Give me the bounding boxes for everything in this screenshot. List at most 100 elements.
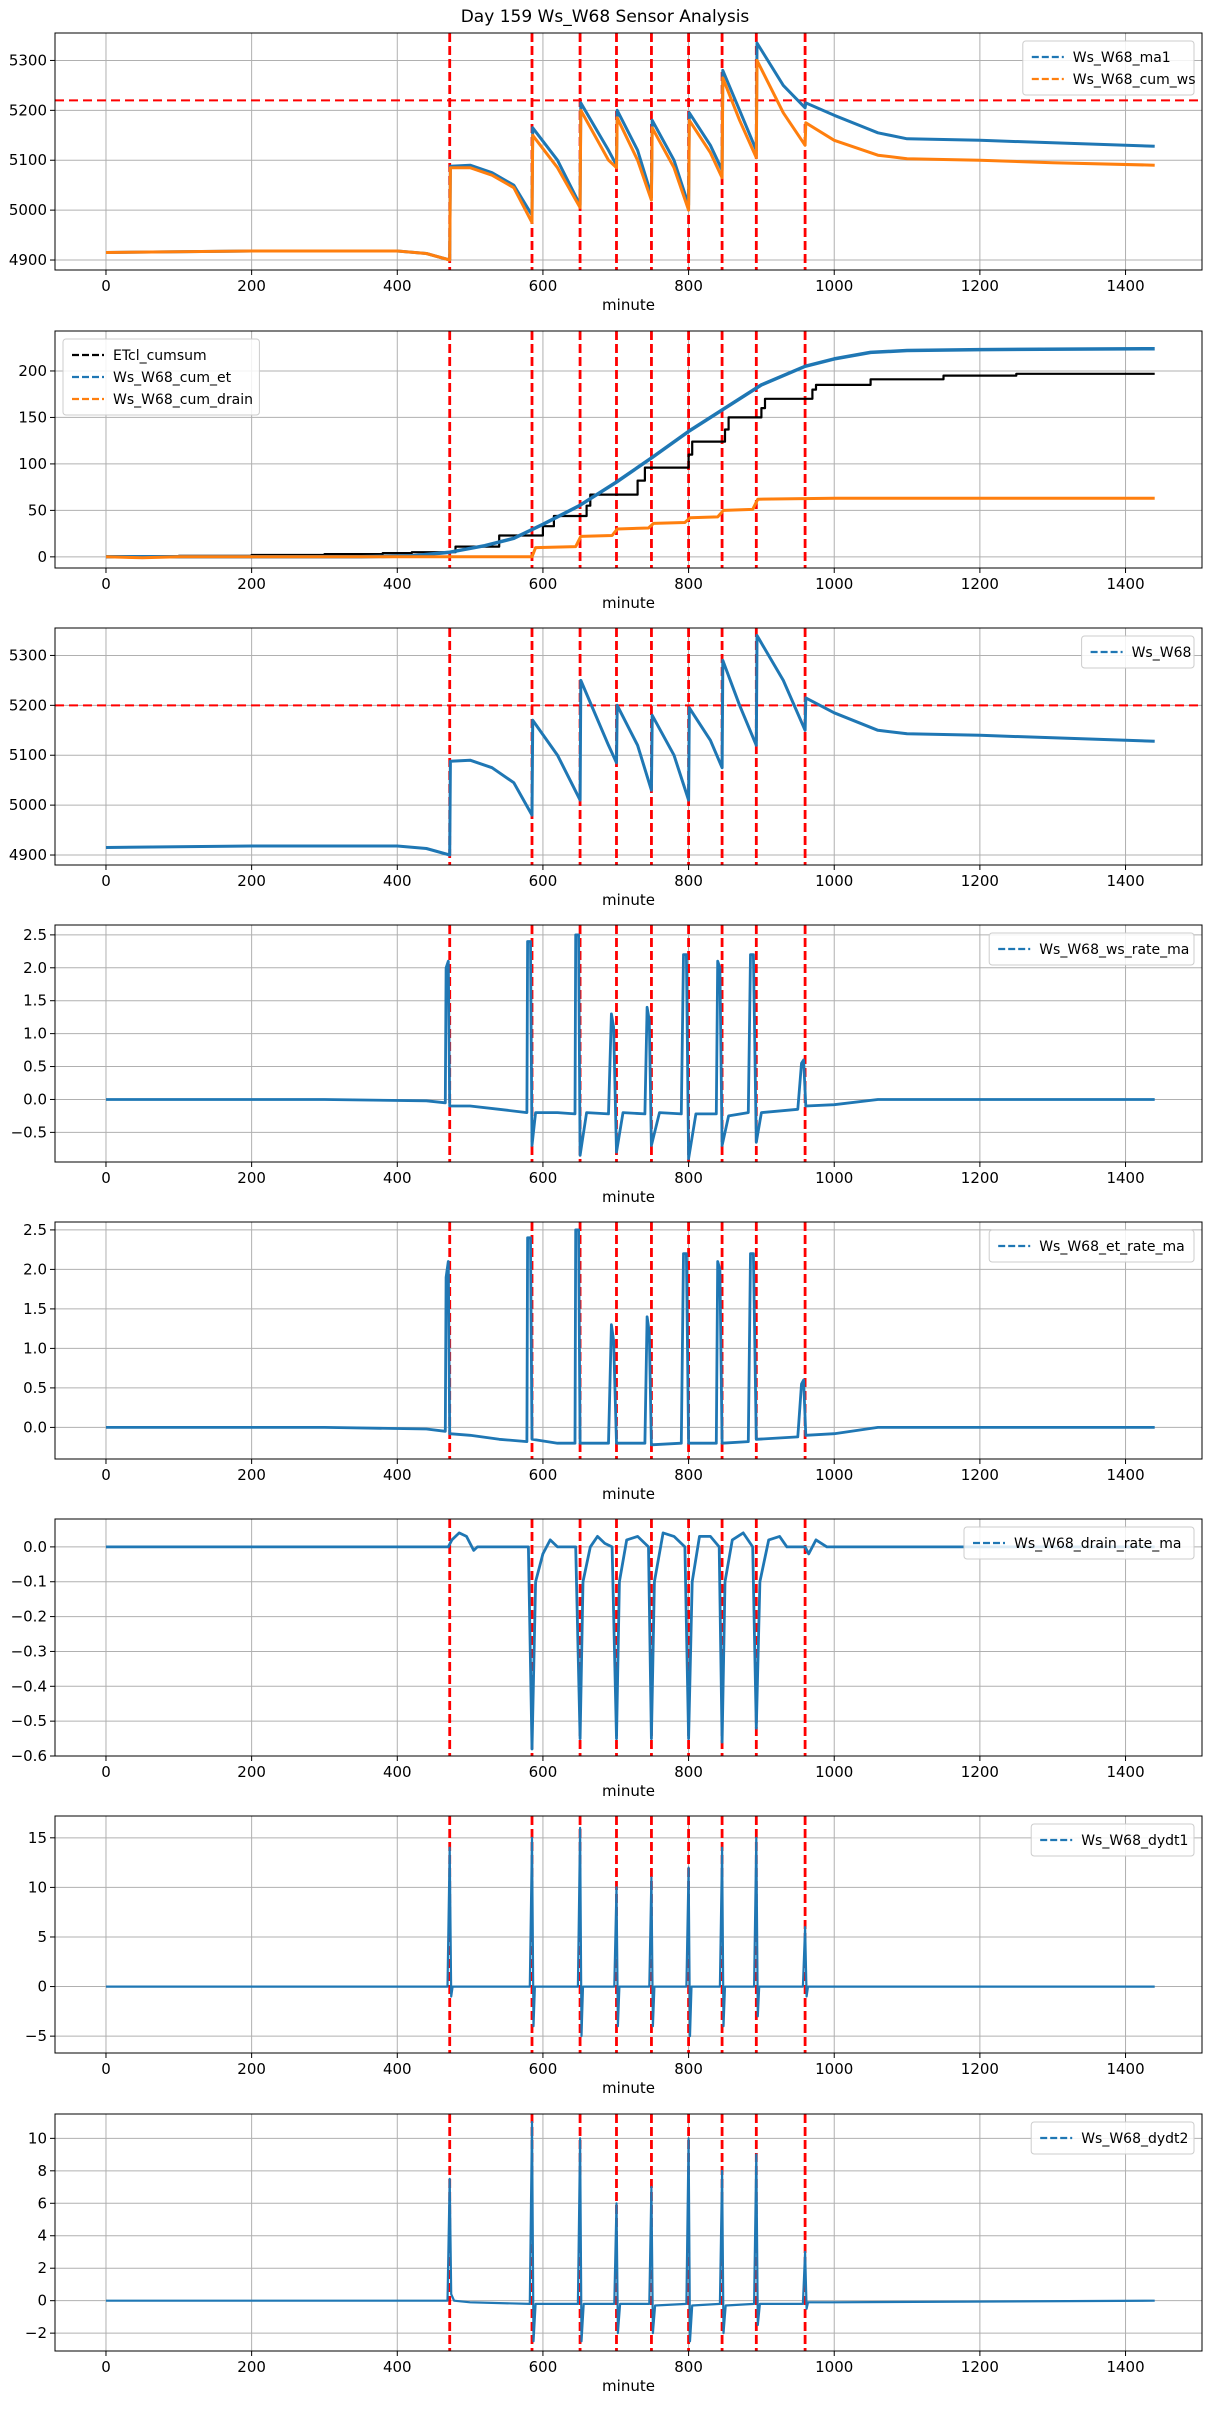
x-tick-label: 1000 (815, 277, 853, 295)
x-tick-label: 1400 (1106, 2060, 1144, 2078)
y-tick-label: −0.1 (11, 1573, 47, 1591)
series-line-Ws_W68_cum_ws (105, 58, 1155, 262)
chart-panel-6: 0 200 400 600 800 1000 1200 1400 −0.6 −0.5 −0.4 −0.… (11, 1518, 1203, 1800)
y-tick-label: 15 (28, 1829, 47, 1847)
chart-panel-4: 0 200 400 600 800 1000 1200 1400 −0.5 0.0 0.5 1.0 1.… (11, 924, 1203, 1206)
x-tick-label: 200 (237, 1169, 266, 1187)
x-tick-label: 600 (529, 575, 558, 593)
series-line-Ws_W68_et_rate_ma (106, 1228, 1155, 1447)
plot-area (106, 2114, 1155, 2351)
axes-frame (54, 924, 1203, 1163)
y-tick-label: 2.0 (23, 959, 47, 977)
legend-label: ETcl_cumsum (113, 348, 207, 364)
x-tick-label: 400 (383, 575, 412, 593)
y-tick-label: 2.5 (23, 1221, 47, 1239)
legend-box (1081, 635, 1195, 669)
y-tick-label: 0 (37, 2292, 47, 2310)
x-tick-label: 400 (383, 872, 412, 890)
x-tick-label: 600 (529, 277, 558, 295)
axes-frame (54, 1221, 1203, 1460)
x-axis-label: minute (602, 594, 655, 612)
legend: Ws_W68_dydt1 (1030, 1823, 1195, 1857)
legend-box (988, 932, 1195, 966)
y-tick-label: −0.3 (11, 1642, 47, 1660)
y-tick-label: 150 (18, 408, 47, 426)
y-tick-label: 6 (37, 2194, 47, 2212)
x-tick-label: 1000 (815, 2060, 853, 2078)
x-tick-label: 400 (383, 1466, 412, 1484)
x-axis-label: minute (602, 1782, 655, 1800)
y-tick-label: 0.0 (23, 1418, 47, 1436)
legend-label: Ws_W68 (1132, 645, 1192, 661)
legend-label: Ws_W68_cum_ws (1073, 72, 1196, 88)
series-line-Ws_W68 (105, 634, 1155, 857)
x-tick-label: 1200 (961, 872, 999, 890)
series-line-Ws_W68_cum_drain (105, 496, 1155, 560)
x-tick-label: 1000 (815, 872, 853, 890)
legend-label: Ws_W68_cum_et (113, 370, 232, 386)
y-tick-label: 10 (28, 2129, 47, 2147)
legend: Ws_W68 (1081, 635, 1195, 669)
y-tick-label: −0.6 (11, 1747, 47, 1765)
x-tick-label: 600 (529, 1169, 558, 1187)
x-tick-label: 1000 (815, 575, 853, 593)
x-tick-label: 200 (237, 1763, 266, 1781)
y-tick-label: 100 (18, 455, 47, 473)
y-tick-label: 0 (37, 1978, 47, 1996)
x-tick-label: 1200 (961, 1763, 999, 1781)
x-tick-label: 0 (101, 575, 111, 593)
x-tick-label: 1400 (1106, 872, 1144, 890)
legend-box (1030, 2121, 1195, 2155)
legend: Ws_W68_dydt2 (1030, 2121, 1195, 2155)
x-tick-label: 1200 (961, 2358, 999, 2376)
x-tick-label: 600 (529, 872, 558, 890)
legend-label: Ws_W68_cum_drain (113, 392, 253, 408)
y-tick-label: 1.0 (23, 1025, 47, 1043)
axes-frame (54, 627, 1203, 866)
figure-title: Day 159 Ws_W68 Sensor Analysis (461, 7, 750, 27)
x-tick-label: 400 (383, 2358, 412, 2376)
legend-label: Ws_W68_drain_rate_ma (1014, 1536, 1181, 1552)
x-tick-label: 400 (383, 1169, 412, 1187)
axes-frame (54, 1518, 1203, 1757)
legend: Ws_W68_et_rate_ma (988, 1229, 1195, 1263)
x-tick-label: 400 (383, 1763, 412, 1781)
y-tick-label: 5 (37, 1928, 47, 1946)
x-axis-label: minute (602, 2079, 655, 2097)
y-tick-label: 5300 (9, 51, 47, 69)
y-tick-label: 5200 (9, 101, 47, 119)
plot-area (106, 1519, 1155, 1756)
y-tick-label: 0.5 (23, 1379, 47, 1397)
series-line-Ws_W68_ws_rate_ma (106, 933, 1155, 1161)
y-tick-label: −5 (25, 2027, 47, 2045)
axes-frame (54, 1815, 1203, 2054)
legend-box (1022, 40, 1195, 96)
plot-area (106, 925, 1155, 1162)
x-tick-label: 0 (101, 1466, 111, 1484)
x-tick-label: 1400 (1106, 1466, 1144, 1484)
legend-box (1030, 1823, 1195, 1857)
series-line-Ws_W68_drain_rate_ma (106, 1531, 1155, 1751)
x-tick-label: 600 (529, 2060, 558, 2078)
legend-label: Ws_W68_dydt1 (1081, 1833, 1188, 1849)
x-tick-label: 0 (101, 1169, 111, 1187)
y-tick-label: 10 (28, 1878, 47, 1896)
legend-box (988, 1229, 1195, 1263)
x-tick-label: 600 (529, 1763, 558, 1781)
x-tick-label: 1000 (815, 1169, 853, 1187)
y-tick-label: 1.5 (23, 992, 47, 1010)
x-tick-label: 1400 (1106, 575, 1144, 593)
series-line-Ws_W68_dydt1 (106, 1826, 1155, 2038)
y-tick-label: 2 (37, 2259, 47, 2277)
x-tick-label: 800 (674, 872, 703, 890)
y-tick-label: 0.0 (23, 1090, 47, 1108)
plot-area (55, 628, 1202, 865)
legend-box (62, 338, 260, 416)
x-tick-label: 800 (674, 1169, 703, 1187)
y-tick-label: 5300 (9, 646, 47, 664)
y-tick-label: 5100 (9, 746, 47, 764)
x-tick-label: 800 (674, 2358, 703, 2376)
x-tick-label: 1000 (815, 2358, 853, 2376)
axes-frame (54, 2113, 1203, 2352)
